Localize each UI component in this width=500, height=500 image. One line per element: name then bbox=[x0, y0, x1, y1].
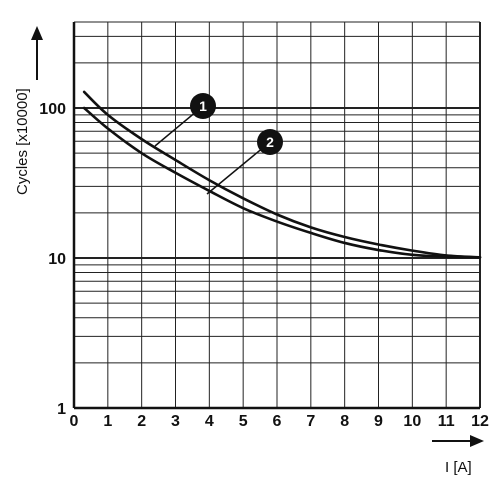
curves bbox=[82, 90, 482, 259]
x-axis-title: I [A] bbox=[432, 435, 484, 476]
x-tick-label-7: 7 bbox=[306, 413, 315, 430]
x-tick-label-10: 10 bbox=[403, 413, 421, 430]
callout-leader-2 bbox=[206, 141, 271, 195]
x-tick-label-2: 2 bbox=[137, 413, 146, 430]
y-tick-label-10: 10 bbox=[48, 251, 66, 268]
y-tick-label-100: 100 bbox=[39, 101, 66, 118]
callout-label-1: 1 bbox=[199, 98, 207, 114]
x-tick-label-3: 3 bbox=[171, 413, 180, 430]
x-tick-label-9: 9 bbox=[374, 413, 383, 430]
y-tick-label-1: 1 bbox=[57, 401, 66, 418]
x-tick-label-0: 0 bbox=[70, 413, 79, 430]
x-axis-arrow-head bbox=[470, 435, 484, 447]
x-tick-label-5: 5 bbox=[239, 413, 248, 430]
grid bbox=[72, 21, 481, 410]
callout-label-2: 2 bbox=[266, 134, 274, 150]
y-axis-arrow-head bbox=[31, 26, 43, 40]
callouts: 12 bbox=[154, 93, 283, 195]
callout-badge-1 bbox=[190, 93, 216, 119]
y-axis-label: Cycles [x10000] bbox=[14, 88, 31, 195]
y-axis-title: Cycles [x10000] bbox=[14, 26, 43, 195]
series-curve-1 bbox=[82, 90, 482, 259]
callout-badge-2 bbox=[257, 129, 283, 155]
x-tick-label-8: 8 bbox=[340, 413, 349, 430]
x-tick-label-1: 1 bbox=[103, 413, 112, 430]
x-axis-label: I [A] bbox=[445, 459, 472, 476]
x-tick-label-11: 11 bbox=[438, 413, 455, 430]
x-tick-label-6: 6 bbox=[273, 413, 282, 430]
x-tick-label-12: 12 bbox=[471, 413, 489, 430]
x-tick-label-4: 4 bbox=[205, 413, 214, 430]
series-curve-2 bbox=[82, 106, 482, 259]
